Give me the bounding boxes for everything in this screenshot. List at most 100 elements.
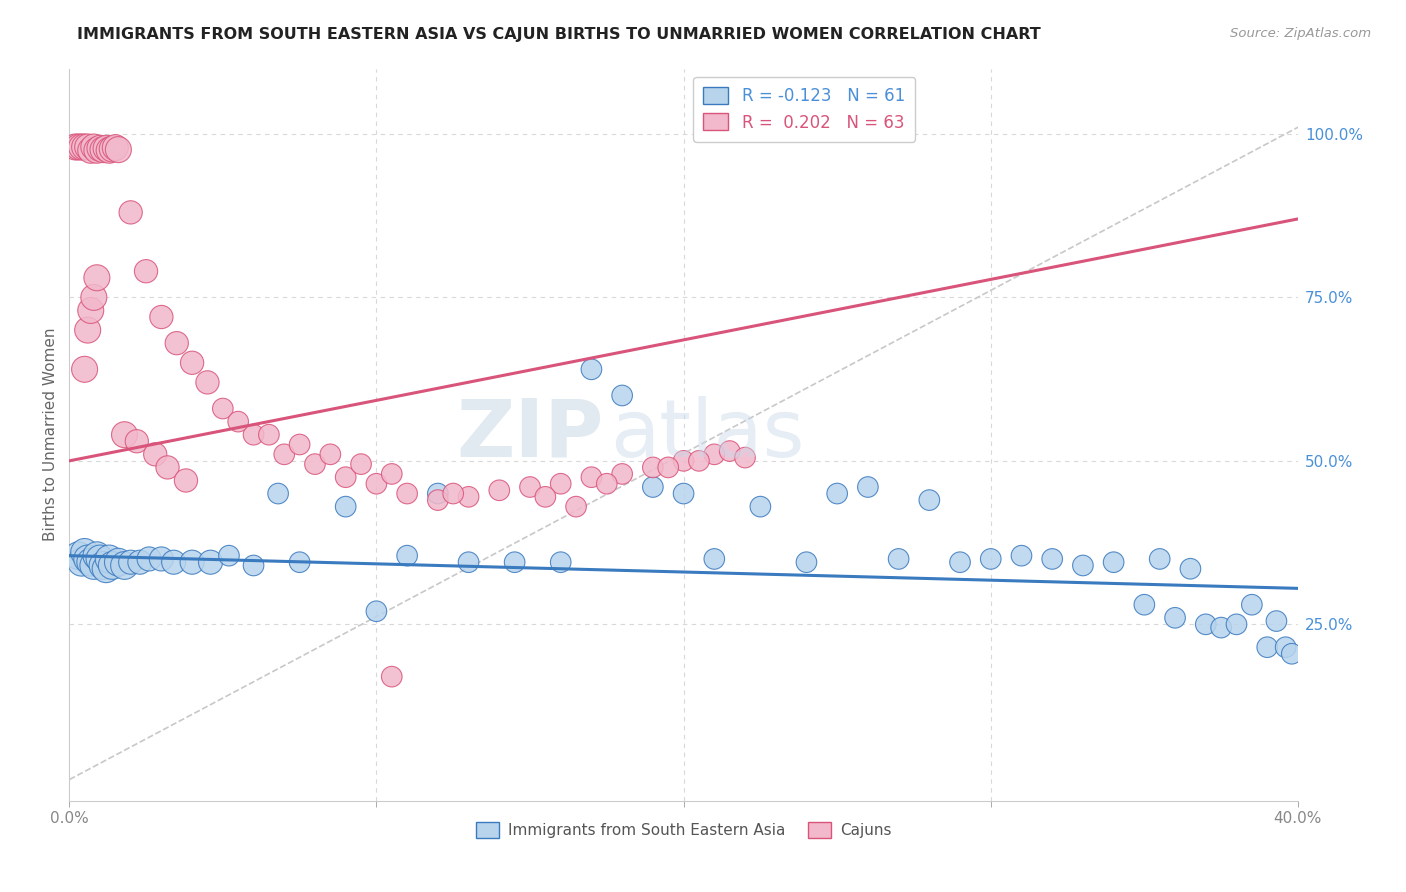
Point — [657, 460, 679, 475]
Point — [107, 143, 129, 157]
Point — [80, 303, 103, 318]
Point — [1240, 598, 1263, 612]
Point — [581, 470, 603, 484]
Point — [596, 476, 619, 491]
Point — [101, 558, 124, 573]
Point — [181, 555, 204, 569]
Point — [519, 480, 541, 494]
Point — [86, 143, 108, 157]
Point — [426, 486, 449, 500]
Point — [86, 270, 108, 285]
Point — [242, 558, 264, 573]
Point — [1274, 640, 1296, 655]
Point — [67, 140, 90, 154]
Point — [918, 493, 941, 508]
Point — [242, 427, 264, 442]
Point — [1211, 621, 1233, 635]
Point — [76, 140, 98, 154]
Point — [114, 427, 136, 442]
Text: ZIP: ZIP — [457, 396, 603, 474]
Point — [114, 558, 136, 573]
Point — [80, 143, 103, 157]
Point — [73, 140, 96, 154]
Point — [441, 486, 464, 500]
Point — [1281, 647, 1303, 661]
Point — [107, 555, 129, 569]
Point — [335, 470, 357, 484]
Point — [949, 555, 972, 569]
Point — [1149, 552, 1171, 566]
Point — [83, 290, 105, 304]
Point — [550, 555, 572, 569]
Point — [138, 552, 160, 566]
Point — [163, 555, 186, 569]
Point — [381, 467, 404, 481]
Point — [796, 555, 818, 569]
Point — [288, 437, 311, 451]
Point — [226, 415, 249, 429]
Point — [1040, 552, 1063, 566]
Point — [641, 480, 664, 494]
Point — [200, 555, 222, 569]
Point — [550, 476, 572, 491]
Point — [83, 558, 105, 573]
Point — [581, 362, 603, 376]
Text: Source: ZipAtlas.com: Source: ZipAtlas.com — [1230, 27, 1371, 40]
Point — [76, 552, 98, 566]
Point — [288, 555, 311, 569]
Point — [76, 323, 98, 337]
Point — [396, 486, 419, 500]
Point — [211, 401, 233, 416]
Point — [181, 356, 204, 370]
Point — [70, 140, 93, 154]
Point — [534, 490, 557, 504]
Point — [73, 362, 96, 376]
Point — [304, 457, 326, 471]
Point — [641, 460, 664, 475]
Point — [488, 483, 510, 498]
Text: IMMIGRANTS FROM SOUTH EASTERN ASIA VS CAJUN BIRTHS TO UNMARRIED WOMEN CORRELATIO: IMMIGRANTS FROM SOUTH EASTERN ASIA VS CA… — [77, 27, 1040, 42]
Point — [1225, 617, 1247, 632]
Point — [350, 457, 373, 471]
Point — [120, 205, 142, 219]
Point — [503, 555, 526, 569]
Point — [1195, 617, 1218, 632]
Point — [156, 460, 179, 475]
Point — [73, 545, 96, 559]
Point — [86, 549, 108, 563]
Point — [672, 454, 695, 468]
Point — [825, 486, 848, 500]
Point — [426, 493, 449, 508]
Point — [101, 142, 124, 156]
Y-axis label: Births to Unmarried Women: Births to Unmarried Women — [44, 328, 58, 541]
Point — [80, 555, 103, 569]
Text: atlas: atlas — [610, 396, 804, 474]
Point — [197, 376, 219, 390]
Point — [703, 552, 725, 566]
Point — [267, 486, 290, 500]
Point — [89, 141, 111, 155]
Point — [65, 140, 87, 154]
Point — [335, 500, 357, 514]
Point — [381, 670, 404, 684]
Point — [83, 140, 105, 154]
Point — [91, 143, 114, 157]
Point — [366, 604, 388, 618]
Point — [672, 486, 695, 500]
Point — [1102, 555, 1125, 569]
Point — [1011, 549, 1033, 563]
Point — [1265, 614, 1288, 628]
Point — [143, 447, 166, 461]
Point — [610, 467, 633, 481]
Point — [125, 434, 148, 449]
Point — [135, 264, 157, 278]
Point — [366, 476, 388, 491]
Point — [91, 558, 114, 573]
Point — [174, 474, 197, 488]
Point — [457, 490, 479, 504]
Point — [734, 450, 756, 465]
Point — [273, 447, 295, 461]
Legend: Immigrants from South Eastern Asia, Cajuns: Immigrants from South Eastern Asia, Caju… — [470, 816, 897, 845]
Point — [610, 388, 633, 402]
Point — [1256, 640, 1278, 655]
